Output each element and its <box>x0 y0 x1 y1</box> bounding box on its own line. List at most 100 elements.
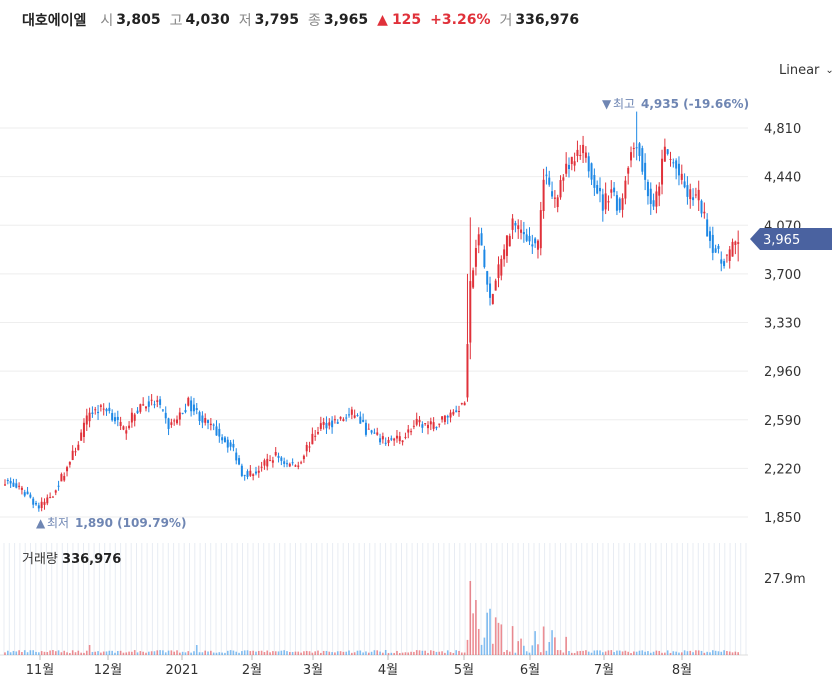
volume-bar <box>630 652 632 655</box>
candle-body <box>390 438 393 440</box>
candle-body <box>443 415 446 422</box>
candle-body <box>271 460 274 463</box>
volume-bar <box>150 651 153 655</box>
volume-bar <box>616 650 618 655</box>
candle-body <box>223 437 226 443</box>
volume-bar <box>359 650 362 655</box>
candle-body <box>198 412 201 422</box>
candle-body <box>418 419 421 423</box>
volume-bar <box>128 651 130 655</box>
candle-body <box>536 240 539 250</box>
volume-bar <box>517 641 520 655</box>
candle-body <box>379 438 382 443</box>
volume-bar <box>12 650 15 655</box>
volume-bar <box>508 651 511 655</box>
candle-body <box>370 430 373 433</box>
candle-body <box>412 425 415 427</box>
volume-bar <box>548 642 551 655</box>
candle-body <box>551 191 554 197</box>
volume-bar <box>187 651 190 655</box>
candle-body <box>51 496 54 498</box>
volume-bar <box>666 650 669 655</box>
volume-bar <box>345 651 348 655</box>
candle-body <box>528 235 531 242</box>
candle-body <box>201 415 204 423</box>
volume-bar <box>489 608 491 655</box>
candle-body <box>302 455 305 460</box>
candle-body <box>263 460 266 466</box>
volume-bar <box>148 651 150 655</box>
candle-body <box>277 455 280 458</box>
candle-body <box>477 234 480 246</box>
volume-bar <box>593 650 596 655</box>
candle-body <box>288 463 291 467</box>
volume-bar <box>382 652 384 655</box>
candle-body <box>359 416 362 424</box>
volume-bar <box>49 650 51 655</box>
candle-body <box>164 412 167 419</box>
volume-bar <box>35 651 37 655</box>
candle-body <box>147 401 150 407</box>
volume-bar <box>277 651 280 655</box>
volume-bar <box>610 650 613 655</box>
candle-body <box>663 146 666 162</box>
volume-bar <box>475 600 477 655</box>
volume-bar <box>266 650 269 655</box>
volume-bar <box>207 651 209 655</box>
volume-bar <box>215 652 218 655</box>
volume-bar <box>235 651 238 655</box>
volume-bar <box>286 651 288 655</box>
last-price-label: 3,965 <box>763 233 800 248</box>
candle-body <box>80 432 83 441</box>
volume-bar <box>274 651 277 655</box>
volume-bar <box>413 651 415 655</box>
candle-body <box>195 408 198 411</box>
candle-body <box>376 432 379 435</box>
volume-bar <box>91 651 94 655</box>
volume-label: 거 <box>499 13 513 29</box>
volume-bar <box>723 650 725 655</box>
candle-body <box>235 452 238 461</box>
candle-body <box>474 248 477 267</box>
candle-body <box>573 161 576 166</box>
candle-body <box>700 200 703 214</box>
candle-body <box>128 425 131 429</box>
candle-body <box>209 423 212 426</box>
candle-body <box>520 229 523 233</box>
volume-bar <box>342 651 345 655</box>
volume-bar <box>427 652 429 655</box>
candle-body <box>130 412 133 423</box>
volume-bar <box>80 652 82 655</box>
volume-bar <box>703 652 706 655</box>
candle-body <box>49 497 52 499</box>
volume-bar <box>7 650 9 655</box>
volume-bar <box>624 650 627 655</box>
candle-body <box>460 403 463 405</box>
volume-bar <box>401 652 404 655</box>
scale-selector[interactable]: Linear ⌄ <box>779 63 832 78</box>
volume-bar <box>195 645 198 655</box>
volume-bar <box>15 651 18 655</box>
volume-bar <box>455 650 457 655</box>
candle-body <box>472 270 475 288</box>
candle-body <box>221 437 224 441</box>
volume-bar <box>661 652 663 655</box>
max-marker-icon: ▼ <box>602 97 612 111</box>
volume-bar <box>32 650 34 655</box>
chevron-down-icon: ⌄ <box>825 65 832 76</box>
volume-bar <box>590 652 593 655</box>
volume-bar <box>97 651 99 655</box>
volume-bar <box>142 651 144 655</box>
candle-body <box>548 177 551 185</box>
volume-bar <box>145 652 147 655</box>
candle-body <box>176 419 179 424</box>
volume-bar <box>695 650 697 655</box>
candle-body <box>325 422 328 429</box>
volume-bar <box>596 650 598 655</box>
candle-body <box>266 458 269 467</box>
volume-bar <box>57 650 60 655</box>
candle-body <box>686 185 689 197</box>
volume-bar <box>269 652 271 655</box>
volume-bar <box>635 651 638 655</box>
